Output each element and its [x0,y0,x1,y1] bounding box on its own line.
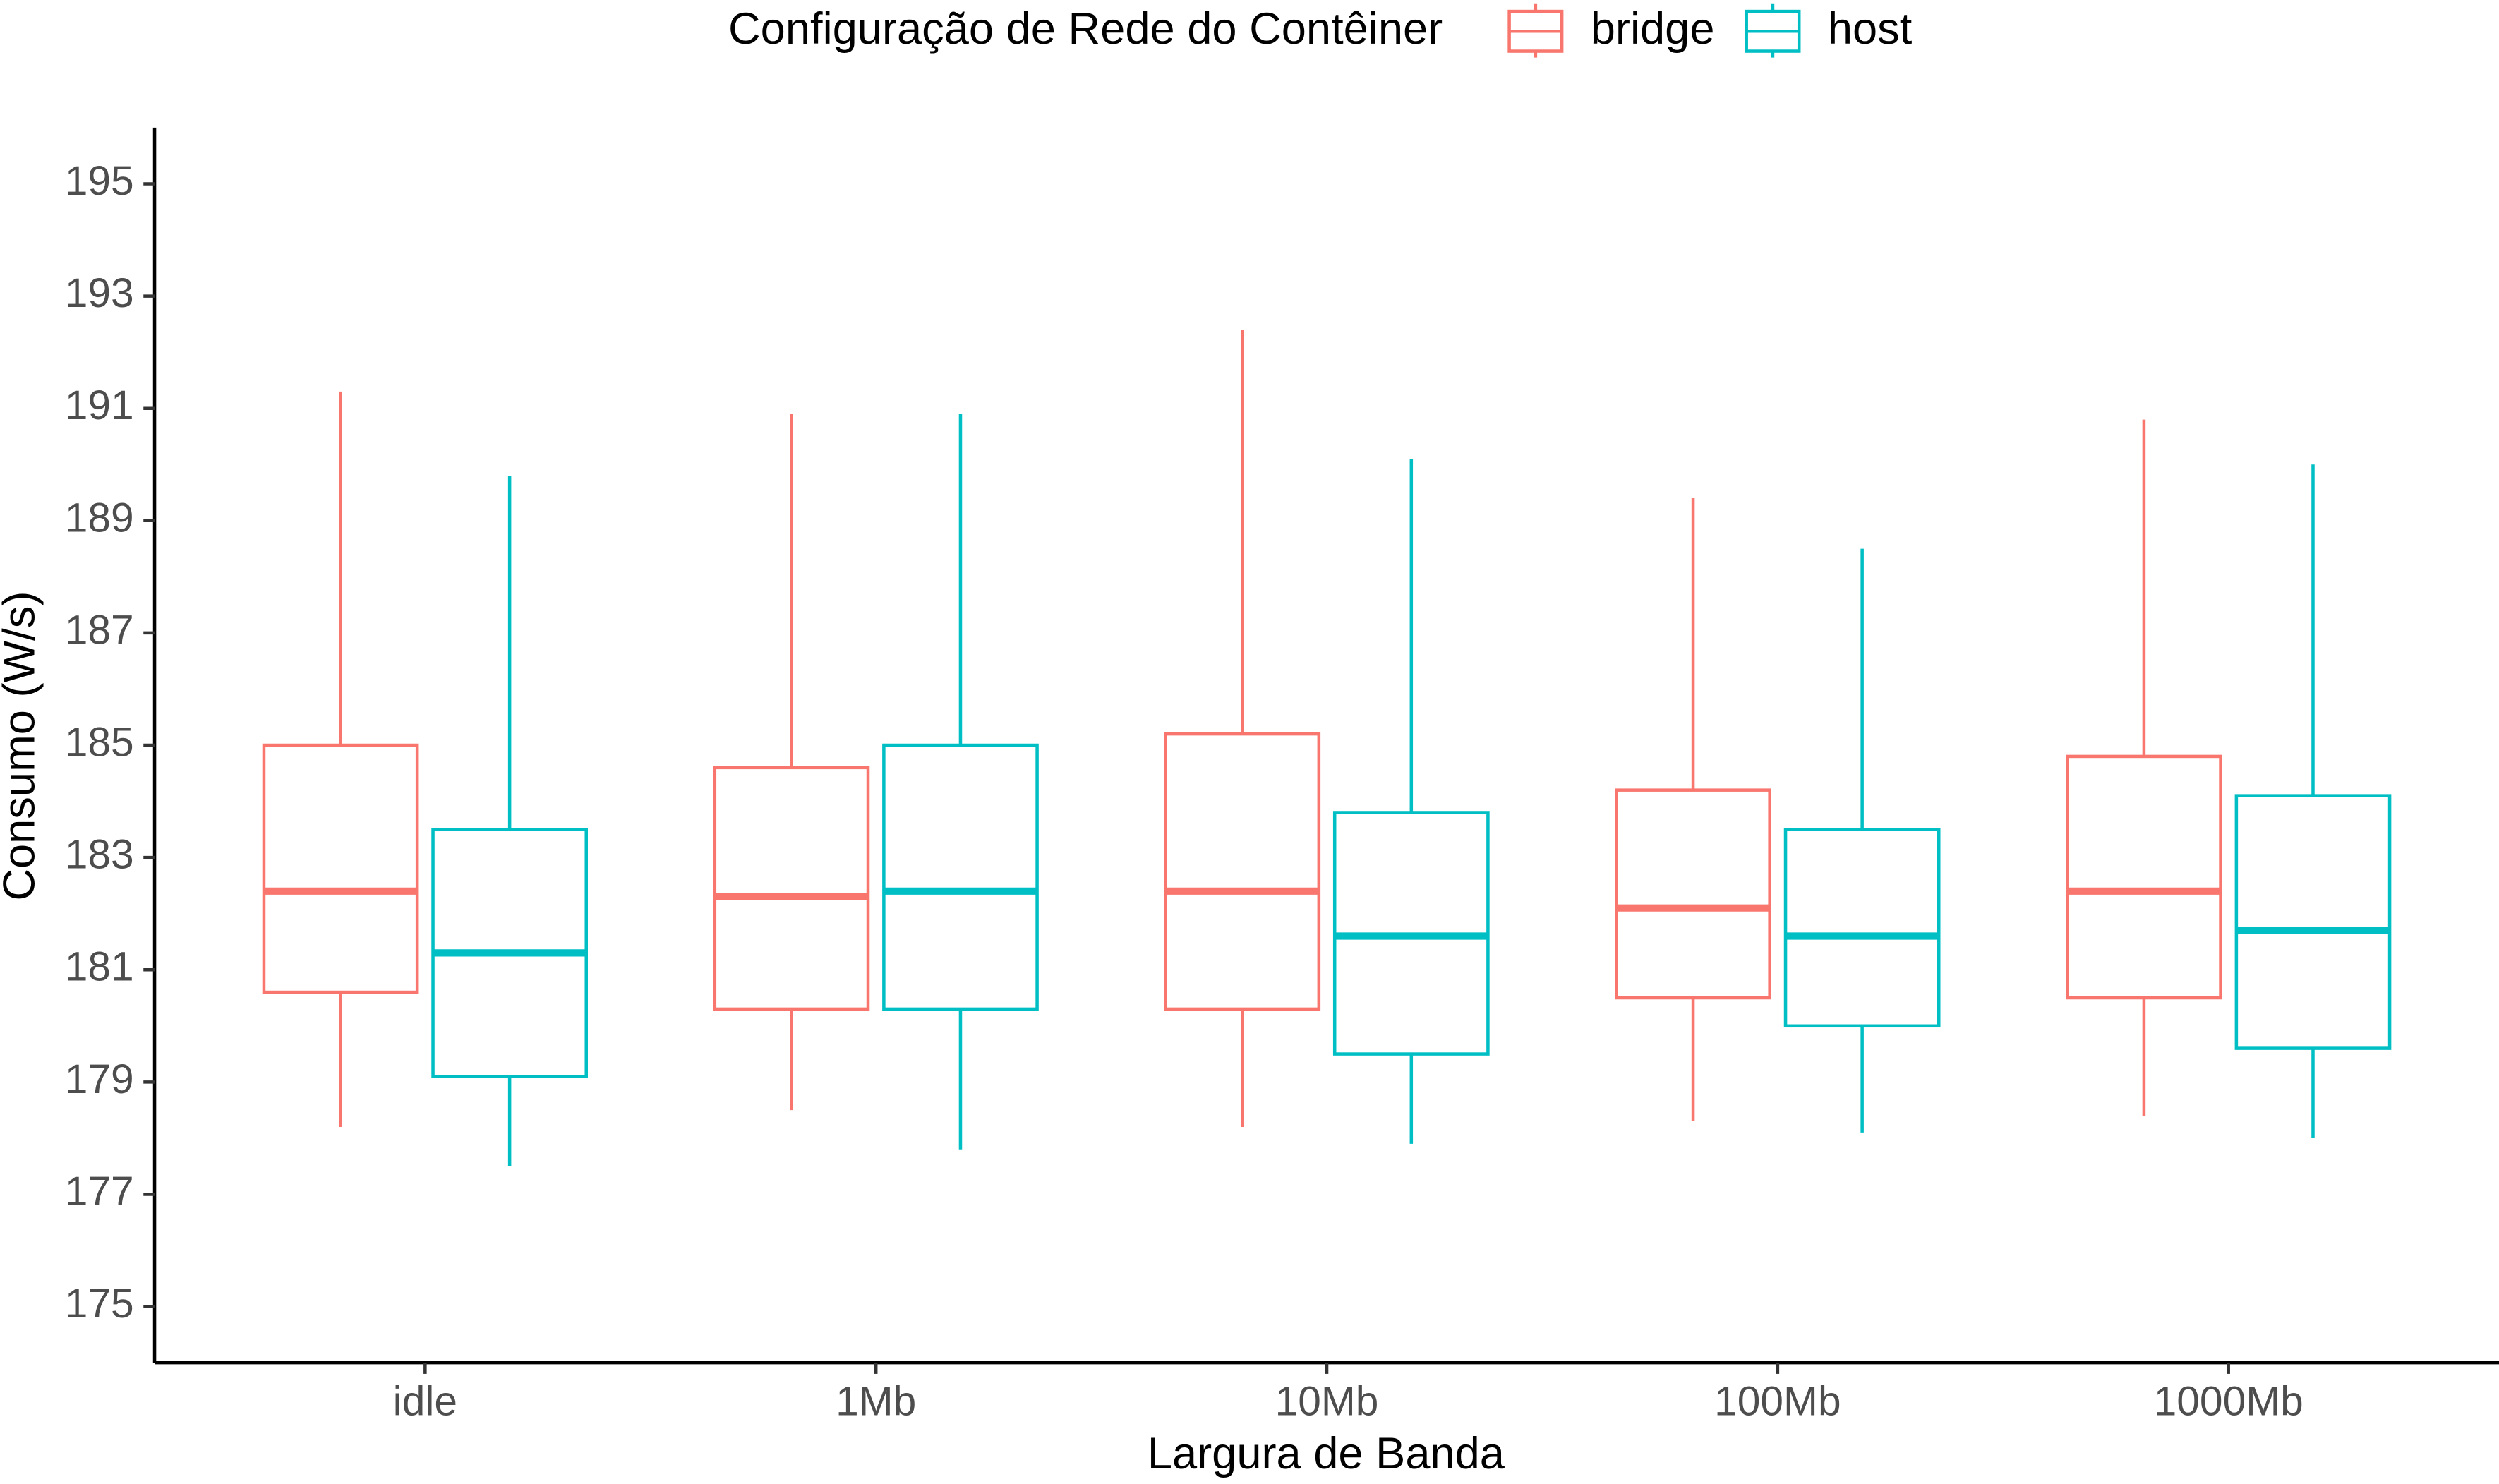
y-tick-label: 185 [65,720,134,766]
y-tick-label: 177 [65,1169,134,1214]
legend-label: host [1828,4,1913,54]
x-tick-label: 10Mb [1275,1378,1379,1424]
y-tick-label: 187 [65,607,134,653]
y-tick-label: 193 [65,270,134,316]
box [1783,828,1941,1028]
box [262,743,419,994]
box [882,743,1039,1011]
y-tick-label: 179 [65,1056,134,1102]
legend-title: Configuração de Rede do Contêiner [728,4,1443,54]
x-tick-label: 100Mb [1714,1378,1841,1424]
y-tick-label: 195 [65,158,134,204]
box [2066,754,2222,1000]
box [713,766,870,1011]
y-axis-title: Consumo (W/s) [0,591,44,901]
y-tick-label: 183 [65,832,134,878]
x-axis-title: Largura de Banda [1148,1429,1505,1478]
y-tick-label: 191 [65,382,134,428]
box [1164,732,1321,1011]
y-tick-label: 181 [65,944,134,990]
x-tick-label: 1000Mb [2154,1378,2304,1424]
x-tick-label: 1Mb [836,1378,916,1424]
x-tick-label: idle [393,1378,457,1424]
legend-label: bridge [1591,4,1715,54]
y-tick-label: 189 [65,495,134,541]
box [2234,794,2392,1050]
y-tick-label: 175 [65,1281,134,1327]
box [1615,788,1771,1000]
